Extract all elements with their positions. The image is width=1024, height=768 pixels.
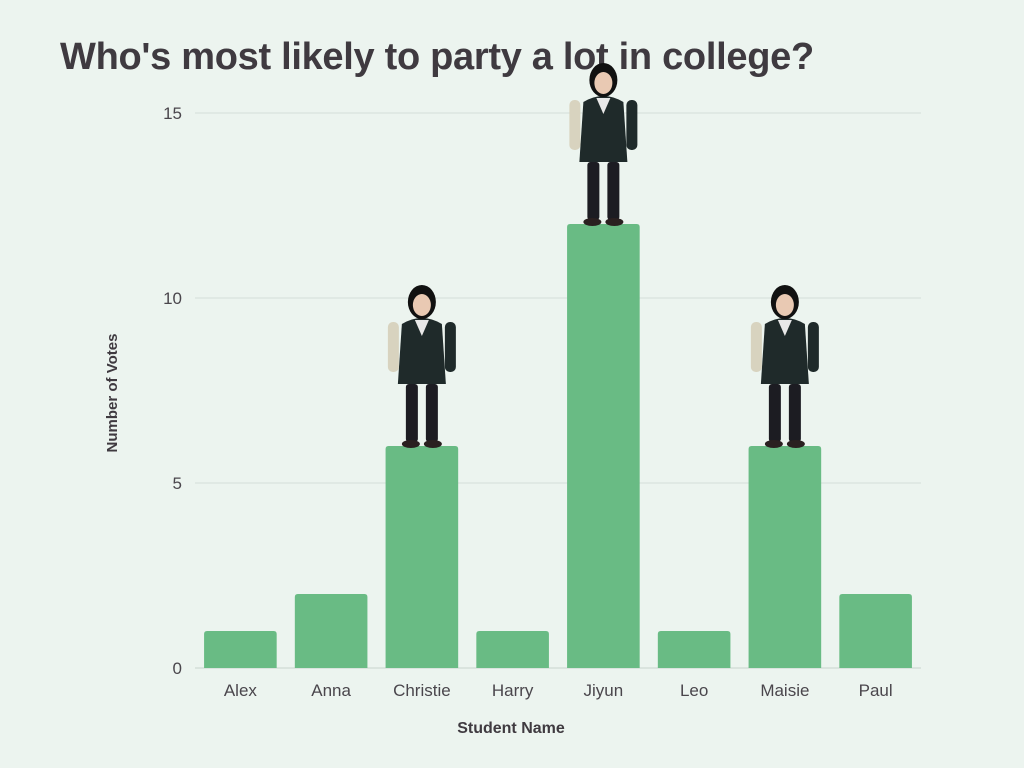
x-tick-label: Harry (492, 681, 534, 700)
student-figures (387, 63, 819, 448)
bars (204, 224, 912, 668)
student-figure-jiyun (569, 63, 638, 226)
tick-labels: 0 5 10 15 Alex Anna Christie Harry Jiyun Leo Maisi… (163, 104, 893, 700)
y-tick-label: 10 (163, 289, 182, 308)
y-tick-label: 0 (173, 659, 182, 678)
chart-title: Who's most likely to party a lot in coll… (60, 36, 814, 78)
x-tick-label: Leo (680, 681, 708, 700)
bar-maisie (748, 446, 822, 668)
x-tick-label: Christie (393, 681, 451, 700)
bar-leo (657, 631, 731, 668)
student-figure-christie (387, 285, 456, 448)
x-tick-label: Jiyun (584, 681, 624, 700)
x-tick-label: Paul (859, 681, 893, 700)
bar-jiyun (567, 224, 640, 668)
bar-christie (385, 446, 459, 668)
x-tick-label: Anna (311, 681, 351, 700)
student-figure-maisie (750, 285, 819, 448)
y-axis-label: Number of Votes (104, 334, 121, 453)
x-tick-label: Maisie (760, 681, 809, 700)
bar-harry (476, 631, 549, 668)
y-tick-label: 15 (163, 104, 182, 123)
x-axis-label: Student Name (457, 720, 565, 737)
bar-anna (294, 594, 368, 668)
y-tick-label: 5 (173, 474, 182, 493)
bar-alex (204, 631, 277, 668)
x-tick-label: Alex (224, 681, 258, 700)
bar-paul (839, 594, 912, 668)
